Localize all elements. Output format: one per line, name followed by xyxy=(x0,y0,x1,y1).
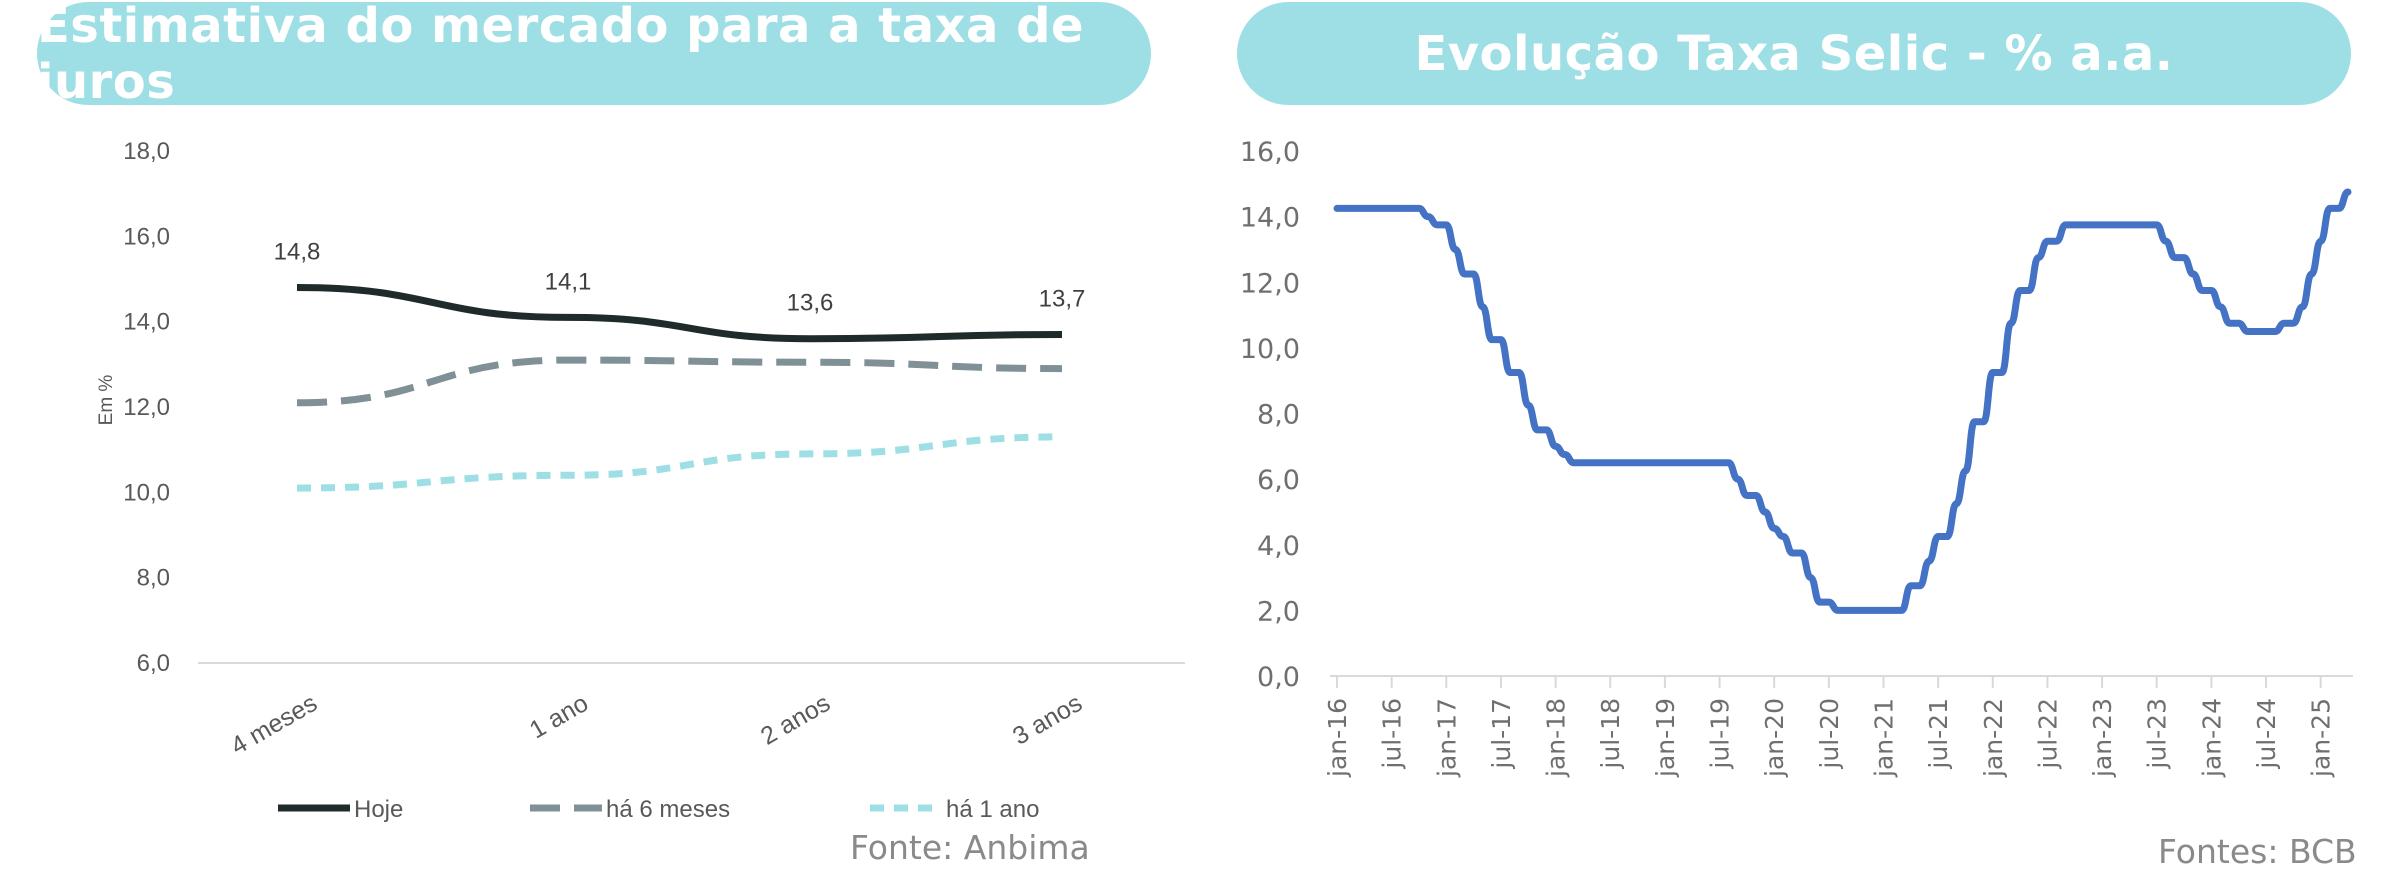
x-tick-label: jul-17 xyxy=(1487,698,1516,770)
y-tick-label: 10,0 xyxy=(123,479,170,506)
y-tick-label: 8,0 xyxy=(137,565,170,592)
legend-label: Hoje xyxy=(354,796,403,823)
x-tick-label: jan-18 xyxy=(1542,698,1571,778)
left-chart-source: Fonte: Anbima xyxy=(850,828,1090,867)
data-label: 14,8 xyxy=(274,239,321,266)
x-tick-label: jul-16 xyxy=(1378,698,1407,770)
x-tick-label: jul-18 xyxy=(1596,698,1625,770)
x-tick-label: 1 ano xyxy=(525,689,593,745)
y-tick-label: 2,0 xyxy=(1257,596,1300,627)
right-chart-source: Fontes: BCB xyxy=(2158,832,2357,871)
y-tick-label: 0,0 xyxy=(1257,662,1300,693)
x-tick-label: 4 meses xyxy=(226,689,322,760)
y-tick-label: 16,0 xyxy=(123,223,170,250)
data-label: 13,7 xyxy=(1039,285,1086,312)
series-line-há-1-ano xyxy=(296,433,1063,492)
y-tick-label: 16,0 xyxy=(1240,137,1300,168)
y-tick-label: 18,0 xyxy=(123,138,170,165)
x-tick-label: jan-22 xyxy=(1979,698,2008,778)
x-tick-label: jan-25 xyxy=(2307,698,2336,778)
y-tick-label: 6,0 xyxy=(1257,465,1300,496)
x-tick-label: jul-21 xyxy=(1924,698,1953,770)
data-label: 13,6 xyxy=(787,290,834,317)
right-chart-title: Evolução Taxa Selic - % a.a. xyxy=(1414,25,2174,82)
x-tick-label: jan-19 xyxy=(1651,698,1680,778)
x-tick-label: jan-16 xyxy=(1323,698,1352,778)
x-tick-label: 2 anos xyxy=(756,689,835,751)
series-line-há-6-meses xyxy=(296,356,1063,407)
x-tick-label: jan-23 xyxy=(2088,698,2117,778)
data-label: 14,1 xyxy=(545,268,592,295)
left-chart-title-banner: Estimativa do mercado para a taxa de jur… xyxy=(37,0,1151,110)
series-line-Hoje xyxy=(296,284,1063,343)
x-tick-label: jan-17 xyxy=(1432,698,1461,778)
y-tick-label: 14,0 xyxy=(123,309,170,336)
x-tick-label: jul-24 xyxy=(2252,698,2281,770)
y-tick-label: 10,0 xyxy=(1240,334,1300,365)
x-tick-label: jul-22 xyxy=(2033,698,2062,770)
right-chart-title-banner: Evolução Taxa Selic - % a.a. xyxy=(1237,2,2351,105)
legend-label: há 6 meses xyxy=(606,796,730,823)
selic-evolution-chart: 0,0 2,0 4,0 6,0 8,0 10,0 12,0 14,0 16,0 jan-16 jul… xyxy=(1240,137,2353,778)
left-chart-title: Estimativa do mercado para a taxa de jur… xyxy=(37,0,1085,110)
y-tick-label: 12,0 xyxy=(1240,268,1300,299)
market-rate-estimate-chart: 6,0 8,0 10,0 12,0 14,0 16,0 18,0 Em % 4 meses 1 a… xyxy=(96,138,1185,823)
x-tick-label: jan-20 xyxy=(1760,698,1789,778)
x-tick-label: jul-19 xyxy=(1706,698,1735,770)
y-axis-label: Em % xyxy=(96,375,117,426)
x-tick-label: jan-21 xyxy=(1869,698,1898,778)
x-tick-label: 3 anos xyxy=(1008,689,1087,751)
x-tick-label: jan-24 xyxy=(2197,698,2226,778)
y-tick-label: 8,0 xyxy=(1257,400,1300,431)
x-tick-label: jul-20 xyxy=(1815,698,1844,770)
x-tick-label: jul-23 xyxy=(2143,698,2172,770)
y-tick-label: 12,0 xyxy=(123,394,170,421)
y-tick-label: 4,0 xyxy=(1257,531,1300,562)
selic-series-line xyxy=(1333,188,2352,614)
legend-label: há 1 ano xyxy=(946,796,1039,823)
y-tick-label: 14,0 xyxy=(1240,203,1300,234)
y-tick-label: 6,0 xyxy=(137,650,170,677)
